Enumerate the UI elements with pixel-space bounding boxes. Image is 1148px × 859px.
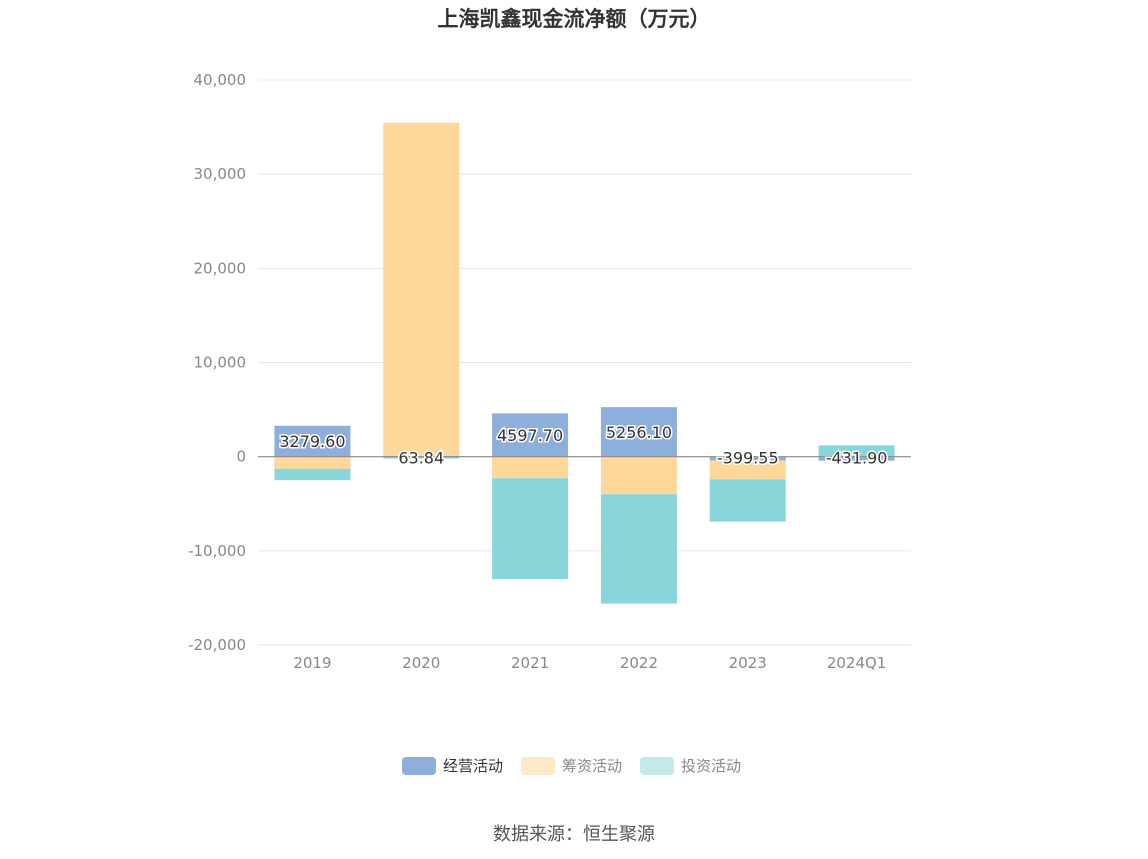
source-note: 数据来源：恒生聚源	[493, 824, 655, 845]
legend-label: 筹资活动	[562, 757, 622, 775]
legend-item-筹资活动[interactable]: 筹资活动	[521, 757, 622, 775]
bar-经营活动-2019[interactable]	[274, 425, 351, 457]
y-tick-label: 0	[236, 448, 246, 466]
bar-投资活动-2024Q1[interactable]	[818, 445, 895, 457]
bars	[274, 122, 895, 604]
bar-经营活动-2021[interactable]	[492, 413, 569, 457]
bar-投资活动-2023[interactable]	[709, 479, 786, 522]
x-tick-label: 2021	[511, 654, 549, 672]
legend-item-投资活动[interactable]: 投资活动	[640, 757, 741, 775]
bar-投资活动-2021[interactable]	[492, 478, 569, 580]
data-label: 3279.60	[279, 432, 345, 451]
bar-筹资活动-2023[interactable]	[709, 460, 786, 480]
legend-item-经营活动[interactable]: 经营活动	[402, 757, 503, 775]
data-label: -399.55	[717, 449, 779, 468]
x-axis: 2019 2020 2021 2022 2023 2024Q1	[293, 654, 886, 672]
y-tick-label: -20,000	[188, 636, 246, 654]
data-label: 63.84	[398, 449, 444, 468]
x-tick-label: 2020	[402, 654, 440, 672]
legend-swatch	[521, 757, 555, 775]
bar-筹资活动-2020[interactable]	[383, 122, 460, 457]
legend-label: 经营活动	[443, 757, 503, 775]
bar-筹资活动-2022[interactable]	[600, 456, 677, 495]
data-label: 5256.10	[606, 423, 672, 442]
bar-经营活动-2024Q1[interactable]	[818, 456, 895, 461]
y-axis: 40,000 30,000 20,000 10,000 0 -10,000 -20,000	[188, 71, 246, 654]
legend-swatch	[402, 757, 436, 775]
y-tick-label: 40,000	[194, 71, 247, 89]
y-tick-label: 10,000	[194, 354, 247, 372]
y-tick-label: 30,000	[194, 165, 247, 183]
grid	[258, 79, 911, 646]
legend-swatch	[640, 757, 674, 775]
bar-投资活动-2019[interactable]	[274, 468, 351, 481]
x-tick-label: 2024Q1	[827, 654, 887, 672]
bar-筹资活动-2019[interactable]	[274, 456, 351, 469]
x-tick-label: 2022	[620, 654, 658, 672]
chart-title: 上海凯鑫现金流净额（万元）	[438, 7, 711, 31]
bar-投资活动-2022[interactable]	[600, 494, 677, 604]
data-labels: 3279.60 63.84 4597.70 5256.10 -399.55 -431.90	[278, 421, 889, 469]
bar-投资活动-2020[interactable]	[383, 456, 460, 459]
y-tick-label: -10,000	[188, 542, 246, 560]
legend-label: 投资活动	[681, 757, 741, 775]
data-label: 4597.70	[497, 426, 563, 445]
bar-经营活动-2022[interactable]	[600, 407, 677, 457]
x-tick-label: 2019	[293, 654, 331, 672]
data-label: -431.90	[826, 449, 888, 468]
x-tick-label: 2023	[729, 654, 767, 672]
legend[interactable]: 经营活动 筹资活动 投资活动	[402, 757, 741, 775]
bar-经营活动-2023[interactable]	[709, 456, 786, 461]
bar-筹资活动-2021[interactable]	[492, 456, 569, 479]
y-tick-label: 20,000	[194, 259, 247, 277]
